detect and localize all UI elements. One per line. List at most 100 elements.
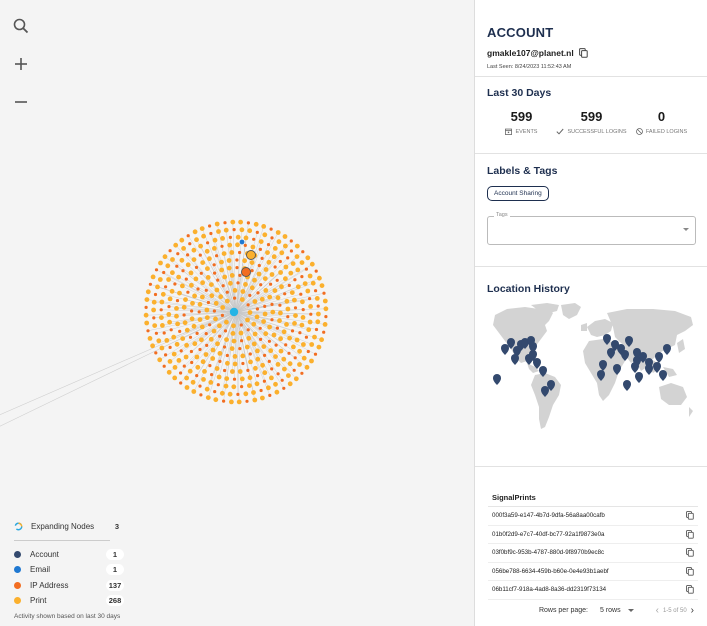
print-node[interactable]	[222, 274, 228, 280]
ip-address-node[interactable]	[275, 278, 279, 282]
print-node[interactable]	[244, 344, 250, 350]
print-node[interactable]	[197, 301, 203, 307]
print-node[interactable]	[260, 362, 265, 368]
print-node[interactable]	[223, 383, 229, 389]
ip-address-node[interactable]	[266, 243, 271, 247]
print-node[interactable]	[166, 312, 172, 317]
ip-address-node[interactable]	[257, 263, 261, 268]
ip-address-node[interactable]	[300, 275, 304, 279]
ip-address-node[interactable]	[269, 282, 273, 286]
print-node[interactable]	[279, 284, 284, 290]
ip-address-node[interactable]	[274, 343, 278, 347]
print-node[interactable]	[213, 316, 218, 322]
print-node[interactable]	[317, 275, 322, 281]
print-node[interactable]	[155, 284, 160, 290]
print-node[interactable]	[185, 262, 191, 268]
print-node[interactable]	[268, 348, 274, 354]
print-node[interactable]	[221, 251, 227, 256]
ip-address-node[interactable]	[236, 392, 240, 396]
ip-address-node[interactable]	[221, 284, 225, 288]
print-node[interactable]	[271, 332, 277, 338]
print-node[interactable]	[191, 257, 197, 262]
ip-address-node[interactable]	[293, 356, 297, 360]
print-node[interactable]	[229, 250, 235, 255]
print-node[interactable]	[171, 334, 177, 340]
ip-address-node[interactable]	[179, 349, 183, 353]
print-node[interactable]	[247, 228, 253, 234]
print-node[interactable]	[263, 331, 269, 337]
ip-address-node[interactable]	[239, 323, 243, 327]
print-node[interactable]	[235, 234, 241, 240]
email-node[interactable]	[239, 239, 245, 245]
print-node[interactable]	[192, 229, 198, 235]
expanding-node[interactable]	[241, 267, 251, 277]
ip-address-node[interactable]	[267, 359, 271, 363]
map-pin-icon[interactable]	[631, 362, 639, 373]
ip-address-node[interactable]	[152, 316, 156, 320]
ip-address-node[interactable]	[204, 332, 208, 336]
print-node[interactable]	[246, 335, 252, 341]
print-node[interactable]	[262, 311, 268, 317]
ip-address-node[interactable]	[216, 383, 220, 387]
print-node[interactable]	[299, 322, 305, 328]
print-node[interactable]	[270, 309, 276, 315]
print-node[interactable]	[210, 356, 216, 361]
print-node[interactable]	[143, 312, 149, 318]
print-node[interactable]	[262, 370, 268, 376]
ip-address-node[interactable]	[212, 309, 216, 313]
print-node[interactable]	[205, 275, 211, 280]
ip-address-node[interactable]	[246, 368, 250, 372]
ip-address-node[interactable]	[197, 310, 201, 314]
print-node[interactable]	[261, 344, 267, 349]
ip-address-node[interactable]	[190, 309, 194, 313]
print-node[interactable]	[262, 232, 268, 238]
next-page-icon[interactable]: ›	[690, 605, 694, 616]
zoom-out-icon[interactable]	[10, 91, 32, 113]
ip-address-node[interactable]	[173, 282, 177, 286]
ip-address-node[interactable]	[215, 254, 219, 258]
ip-address-node[interactable]	[259, 388, 263, 393]
print-node[interactable]	[180, 336, 186, 341]
ip-address-node[interactable]	[252, 237, 256, 241]
ip-address-node[interactable]	[222, 399, 226, 403]
print-node[interactable]	[229, 273, 235, 278]
ip-address-node[interactable]	[208, 364, 212, 368]
ip-address-node[interactable]	[213, 271, 217, 275]
ip-address-node[interactable]	[144, 305, 148, 309]
print-node[interactable]	[278, 310, 283, 316]
copy-icon[interactable]	[686, 585, 694, 594]
copy-icon[interactable]	[686, 566, 694, 576]
print-node[interactable]	[188, 270, 194, 276]
ip-address-node[interactable]	[276, 372, 280, 376]
print-node[interactable]	[253, 365, 258, 371]
ip-address-node[interactable]	[304, 267, 308, 271]
print-node[interactable]	[205, 395, 211, 400]
map-pin-icon[interactable]	[613, 364, 621, 375]
print-node[interactable]	[144, 320, 150, 326]
print-node[interactable]	[240, 289, 246, 294]
map-pin-icon[interactable]	[501, 344, 509, 355]
print-node[interactable]	[220, 236, 226, 241]
print-node[interactable]	[269, 272, 275, 277]
ip-address-node[interactable]	[182, 313, 186, 317]
print-node[interactable]	[312, 334, 317, 340]
print-node[interactable]	[259, 296, 265, 302]
map-pin-icon[interactable]	[507, 338, 515, 349]
print-node[interactable]	[230, 369, 235, 374]
ip-address-node[interactable]	[218, 334, 222, 338]
print-node[interactable]	[169, 288, 175, 294]
print-node[interactable]	[266, 385, 271, 391]
print-node[interactable]	[322, 298, 328, 304]
print-node[interactable]	[231, 323, 236, 329]
print-node[interactable]	[159, 345, 165, 351]
print-node[interactable]	[150, 274, 156, 280]
print-node[interactable]	[247, 310, 253, 315]
ip-address-node[interactable]	[184, 277, 188, 281]
ip-address-node[interactable]	[243, 243, 247, 247]
ip-address-node[interactable]	[267, 339, 271, 343]
print-node[interactable]	[224, 319, 229, 325]
map-pin-icon[interactable]	[529, 350, 537, 361]
print-node[interactable]	[199, 324, 205, 330]
ip-address-node[interactable]	[301, 308, 305, 312]
ip-address-node[interactable]	[222, 345, 227, 349]
